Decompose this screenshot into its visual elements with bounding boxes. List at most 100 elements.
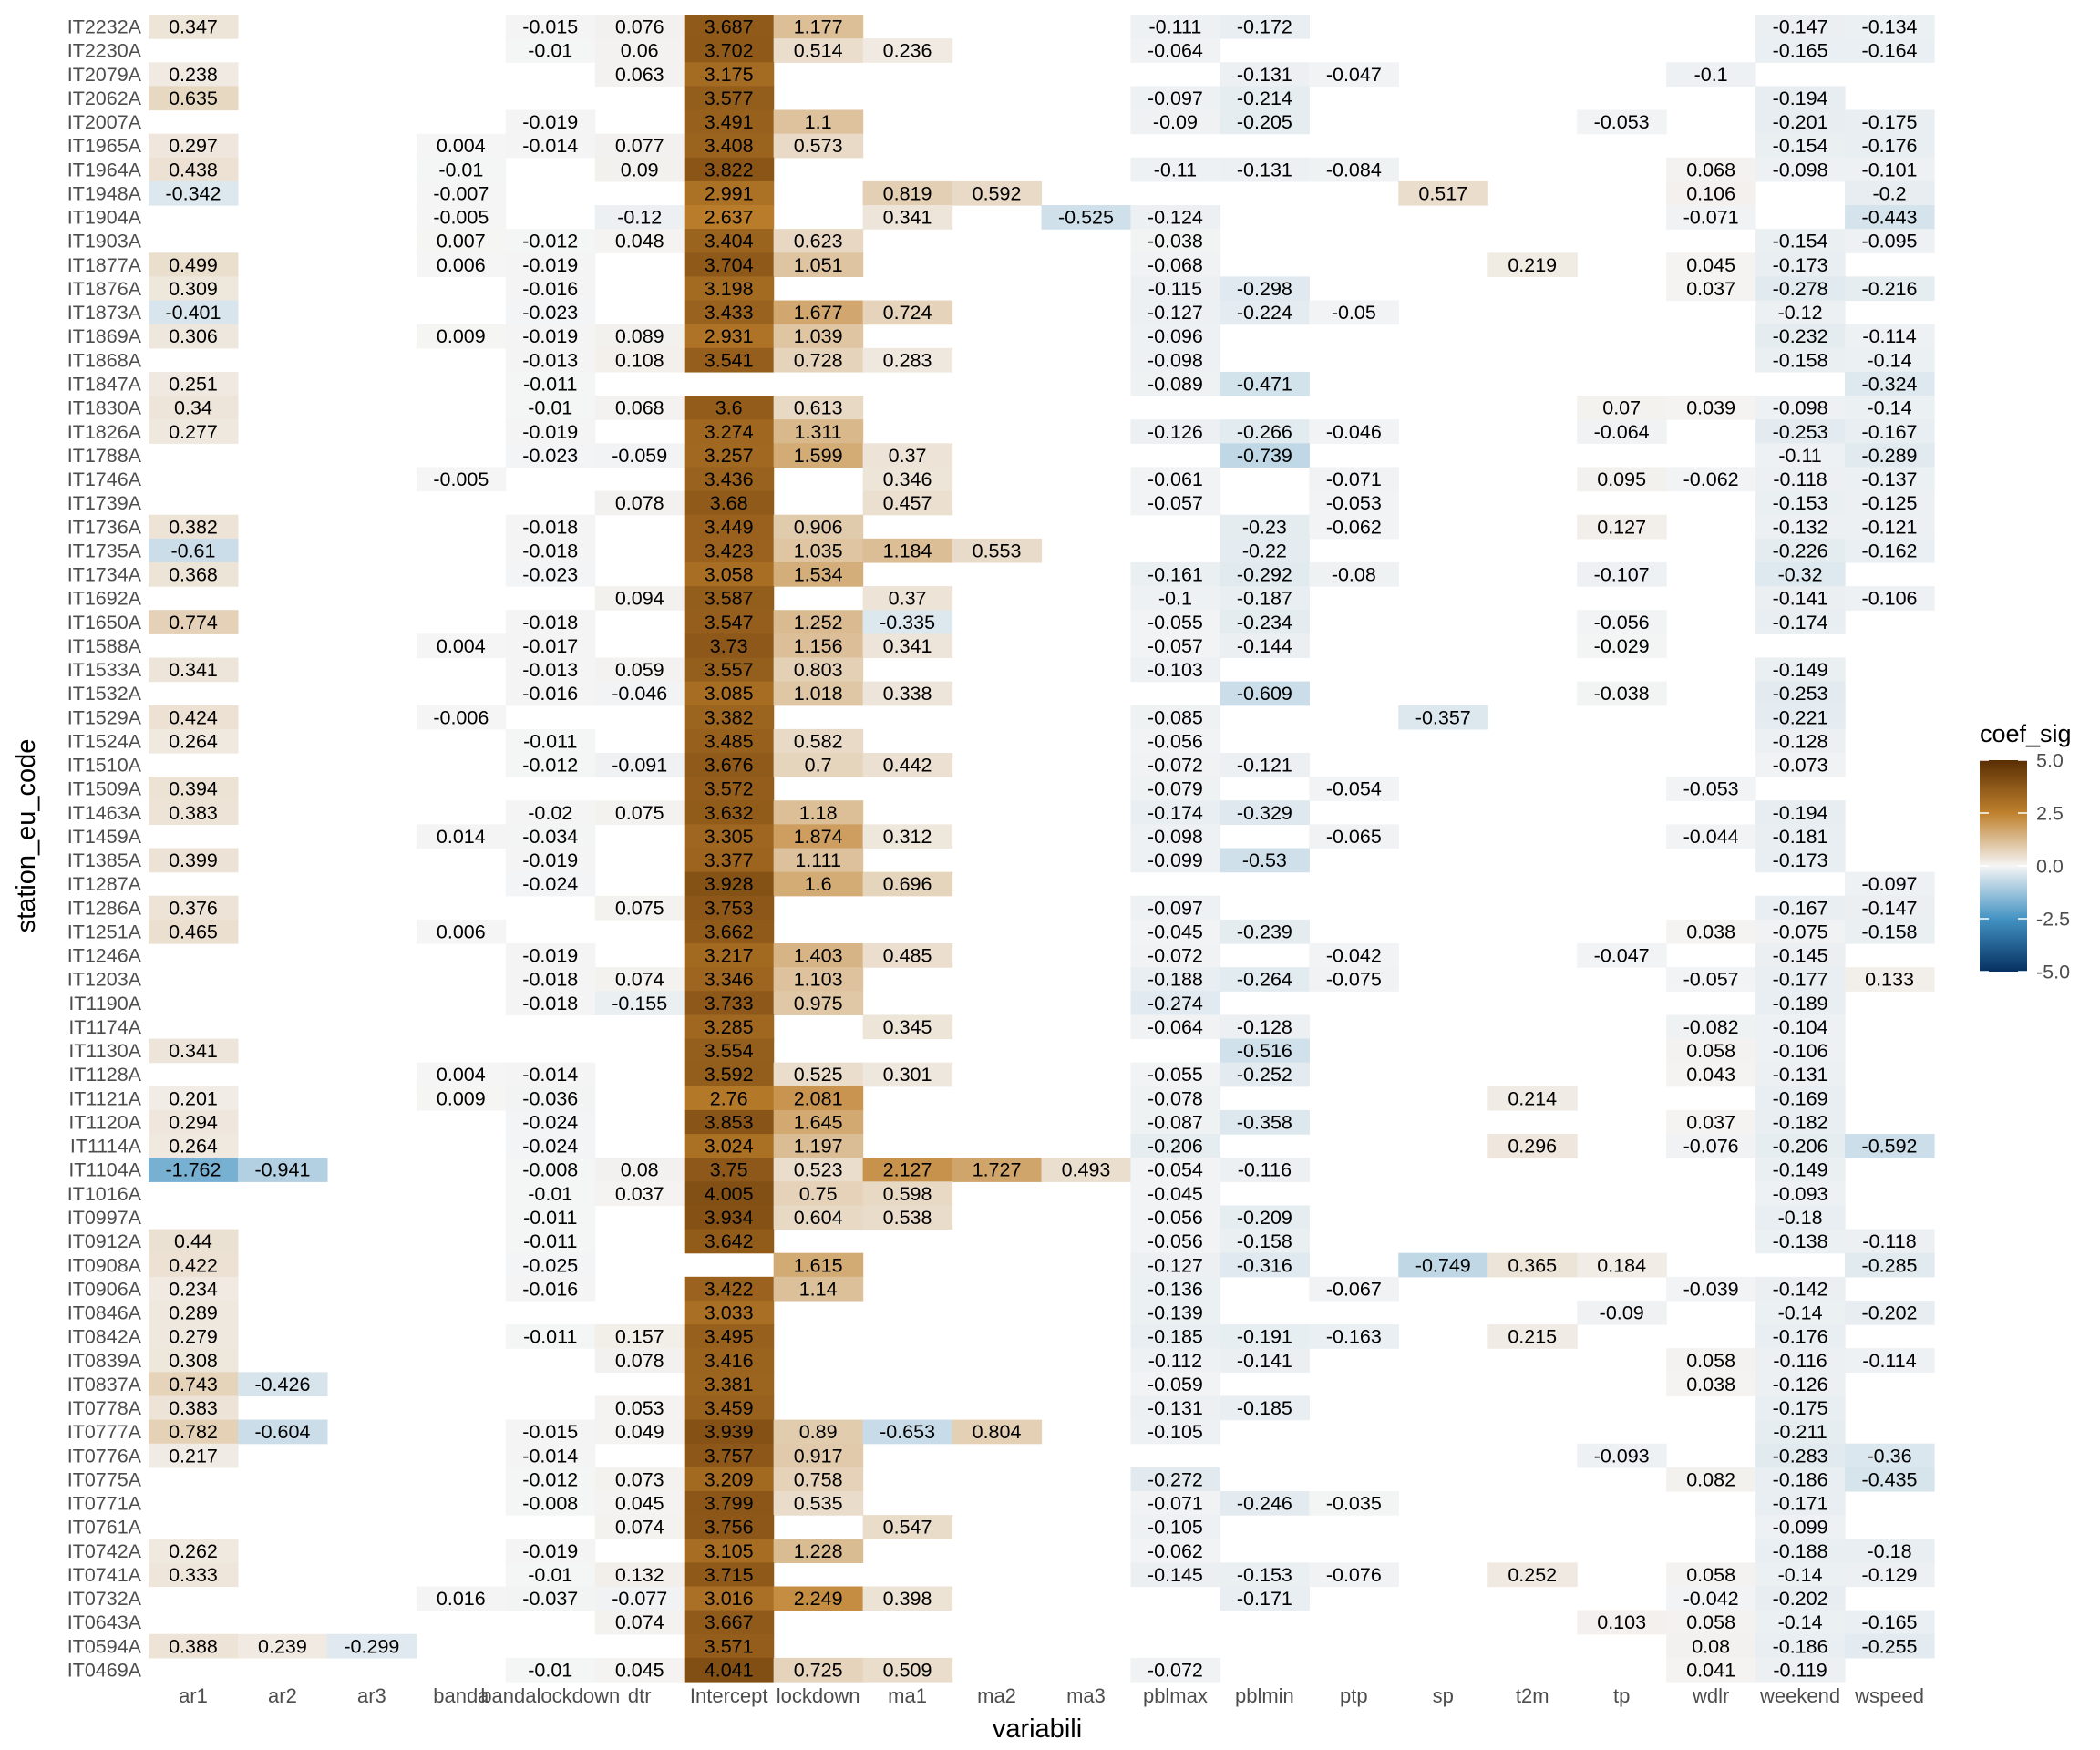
- y-tick-label: IT1286A: [67, 897, 142, 919]
- cell-value-label: 0.09: [621, 159, 659, 180]
- cell-value-label: 1.252: [794, 612, 843, 633]
- heatmap-cell: [1220, 443, 1310, 468]
- cell-value-label: 0.089: [615, 325, 664, 347]
- heatmap-cell: [1755, 824, 1846, 849]
- cell-value-label: 1.111: [795, 849, 841, 871]
- heatmap-cell: [862, 752, 953, 777]
- cell-value-label: -0.173: [1773, 849, 1828, 871]
- cell-value-label: 0.514: [794, 40, 843, 62]
- cell-value-label: 0.89: [799, 1421, 838, 1443]
- cell-value-label: 0.058: [1686, 1611, 1735, 1633]
- cell-value-label: 0.906: [794, 516, 843, 538]
- cell-value-label: -0.098: [1148, 349, 1203, 371]
- y-tick-label: IT0997A: [67, 1207, 142, 1229]
- cell-value-label: -0.056: [1148, 730, 1203, 752]
- heatmap-cell: [149, 800, 239, 825]
- y-tick-label: IT1650A: [67, 612, 142, 633]
- cell-value-label: -0.098: [1148, 826, 1203, 848]
- legend-tick-label: 0.0: [2036, 856, 2064, 878]
- cell-value-label: 0.296: [1508, 1136, 1557, 1158]
- cell-value-label: -0.047: [1326, 64, 1382, 86]
- heatmap-cell: [1130, 419, 1220, 444]
- heatmap-cell: [1755, 1372, 1846, 1397]
- heatmap-cell: [1666, 180, 1756, 206]
- heatmap-cell: [1755, 1062, 1846, 1087]
- cell-value-label: 3.822: [705, 159, 754, 180]
- heatmap-cell: [505, 1276, 596, 1302]
- y-tick-label: IT0908A: [67, 1254, 142, 1276]
- heatmap-cell: [1130, 347, 1220, 373]
- heatmap-cell: [1666, 1633, 1756, 1659]
- heatmap-cell: [1666, 1038, 1756, 1064]
- cell-value-label: 0.234: [169, 1278, 218, 1300]
- heatmap-cell: [149, 777, 239, 801]
- heatmap-cell: [1755, 1014, 1846, 1040]
- heatmap-cell: [594, 38, 685, 63]
- heatmap-cell: [862, 586, 953, 611]
- cell-value-label: -0.047: [1594, 945, 1650, 967]
- cell-value-label: -0.592: [1862, 1136, 1918, 1158]
- heatmap-cell: [684, 1300, 775, 1325]
- heatmap-cell: [1845, 895, 1935, 921]
- cell-value-label: 3.676: [705, 755, 754, 777]
- cell-value-label: 0.725: [794, 1659, 843, 1681]
- heatmap-cell: [1130, 1229, 1220, 1254]
- cell-value-label: 0.08: [621, 1159, 659, 1181]
- heatmap-cell: [684, 396, 775, 420]
- cell-value-label: 1.039: [794, 325, 843, 347]
- cell-value-label: -0.131: [1148, 1397, 1203, 1419]
- cell-value-label: -0.298: [1237, 278, 1292, 300]
- heatmap-cell: [149, 86, 239, 111]
- heatmap-cell: [505, 1252, 596, 1278]
- heatmap-cell: [505, 1229, 596, 1254]
- cell-value-label: -0.075: [1326, 969, 1382, 991]
- cell-value-label: 0.422: [169, 1254, 218, 1276]
- heatmap-cell: [505, 1467, 596, 1492]
- cell-value-label: 1.156: [794, 635, 843, 657]
- y-tick-label: IT0742A: [67, 1540, 142, 1562]
- heatmap-cell: [684, 1038, 775, 1064]
- cell-value-label: -0.131: [1237, 159, 1292, 180]
- cell-value-label: -0.097: [1148, 897, 1203, 919]
- cell-value-label: -0.174: [1773, 612, 1828, 633]
- cell-value-label: -0.044: [1683, 826, 1739, 848]
- heatmap-cell: [773, 1490, 864, 1516]
- heatmap-cell: [684, 1633, 775, 1659]
- heatmap-cell: [149, 705, 239, 730]
- cell-value-label: -0.091: [612, 755, 667, 777]
- heatmap-cell: [505, 324, 596, 349]
- heatmap-cell: [1220, 109, 1310, 135]
- cell-value-label: -0.246: [1237, 1493, 1292, 1515]
- cell-value-label: 1.177: [794, 16, 843, 38]
- heatmap-cell: [1130, 1348, 1220, 1373]
- heatmap-cell: [1130, 490, 1220, 516]
- cell-value-label: 0.236: [883, 40, 932, 62]
- heatmap-cell: [1309, 467, 1399, 492]
- cell-value-label: -0.09: [1600, 1302, 1644, 1324]
- heatmap-cell: [1755, 1657, 1846, 1683]
- heatmap-cell: [1130, 1086, 1220, 1111]
- heatmap-cell: [1220, 967, 1310, 992]
- cell-value-label: 0.251: [169, 373, 218, 395]
- cell-value-label: 1.534: [794, 564, 843, 586]
- cell-value-label: -0.329: [1237, 802, 1292, 824]
- y-tick-label: IT1868A: [67, 349, 142, 371]
- cell-value-label: 3.449: [705, 516, 754, 538]
- cell-value-label: -0.211: [1773, 1421, 1827, 1443]
- heatmap-cell: [1130, 38, 1220, 63]
- heatmap-cell: [1755, 1300, 1846, 1325]
- cell-value-label: -0.176: [1773, 1326, 1828, 1348]
- heatmap-cell: [684, 467, 775, 492]
- cell-value-label: -0.093: [1773, 1183, 1828, 1205]
- heatmap-cell: [684, 443, 775, 468]
- heatmap-cell: [684, 300, 775, 325]
- heatmap-cell: [1755, 300, 1846, 325]
- x-tick-label: ptp: [1340, 1684, 1368, 1707]
- y-tick-label: IT1121A: [68, 1087, 141, 1109]
- heatmap-cell: [684, 1062, 775, 1087]
- cell-value-label: 0.074: [615, 1611, 664, 1633]
- y-axis-title: station_eu_code: [12, 739, 41, 933]
- cell-value-label: -0.154: [1773, 231, 1828, 252]
- heatmap-cell: [1666, 1134, 1756, 1158]
- heatmap-cell: [1755, 109, 1846, 135]
